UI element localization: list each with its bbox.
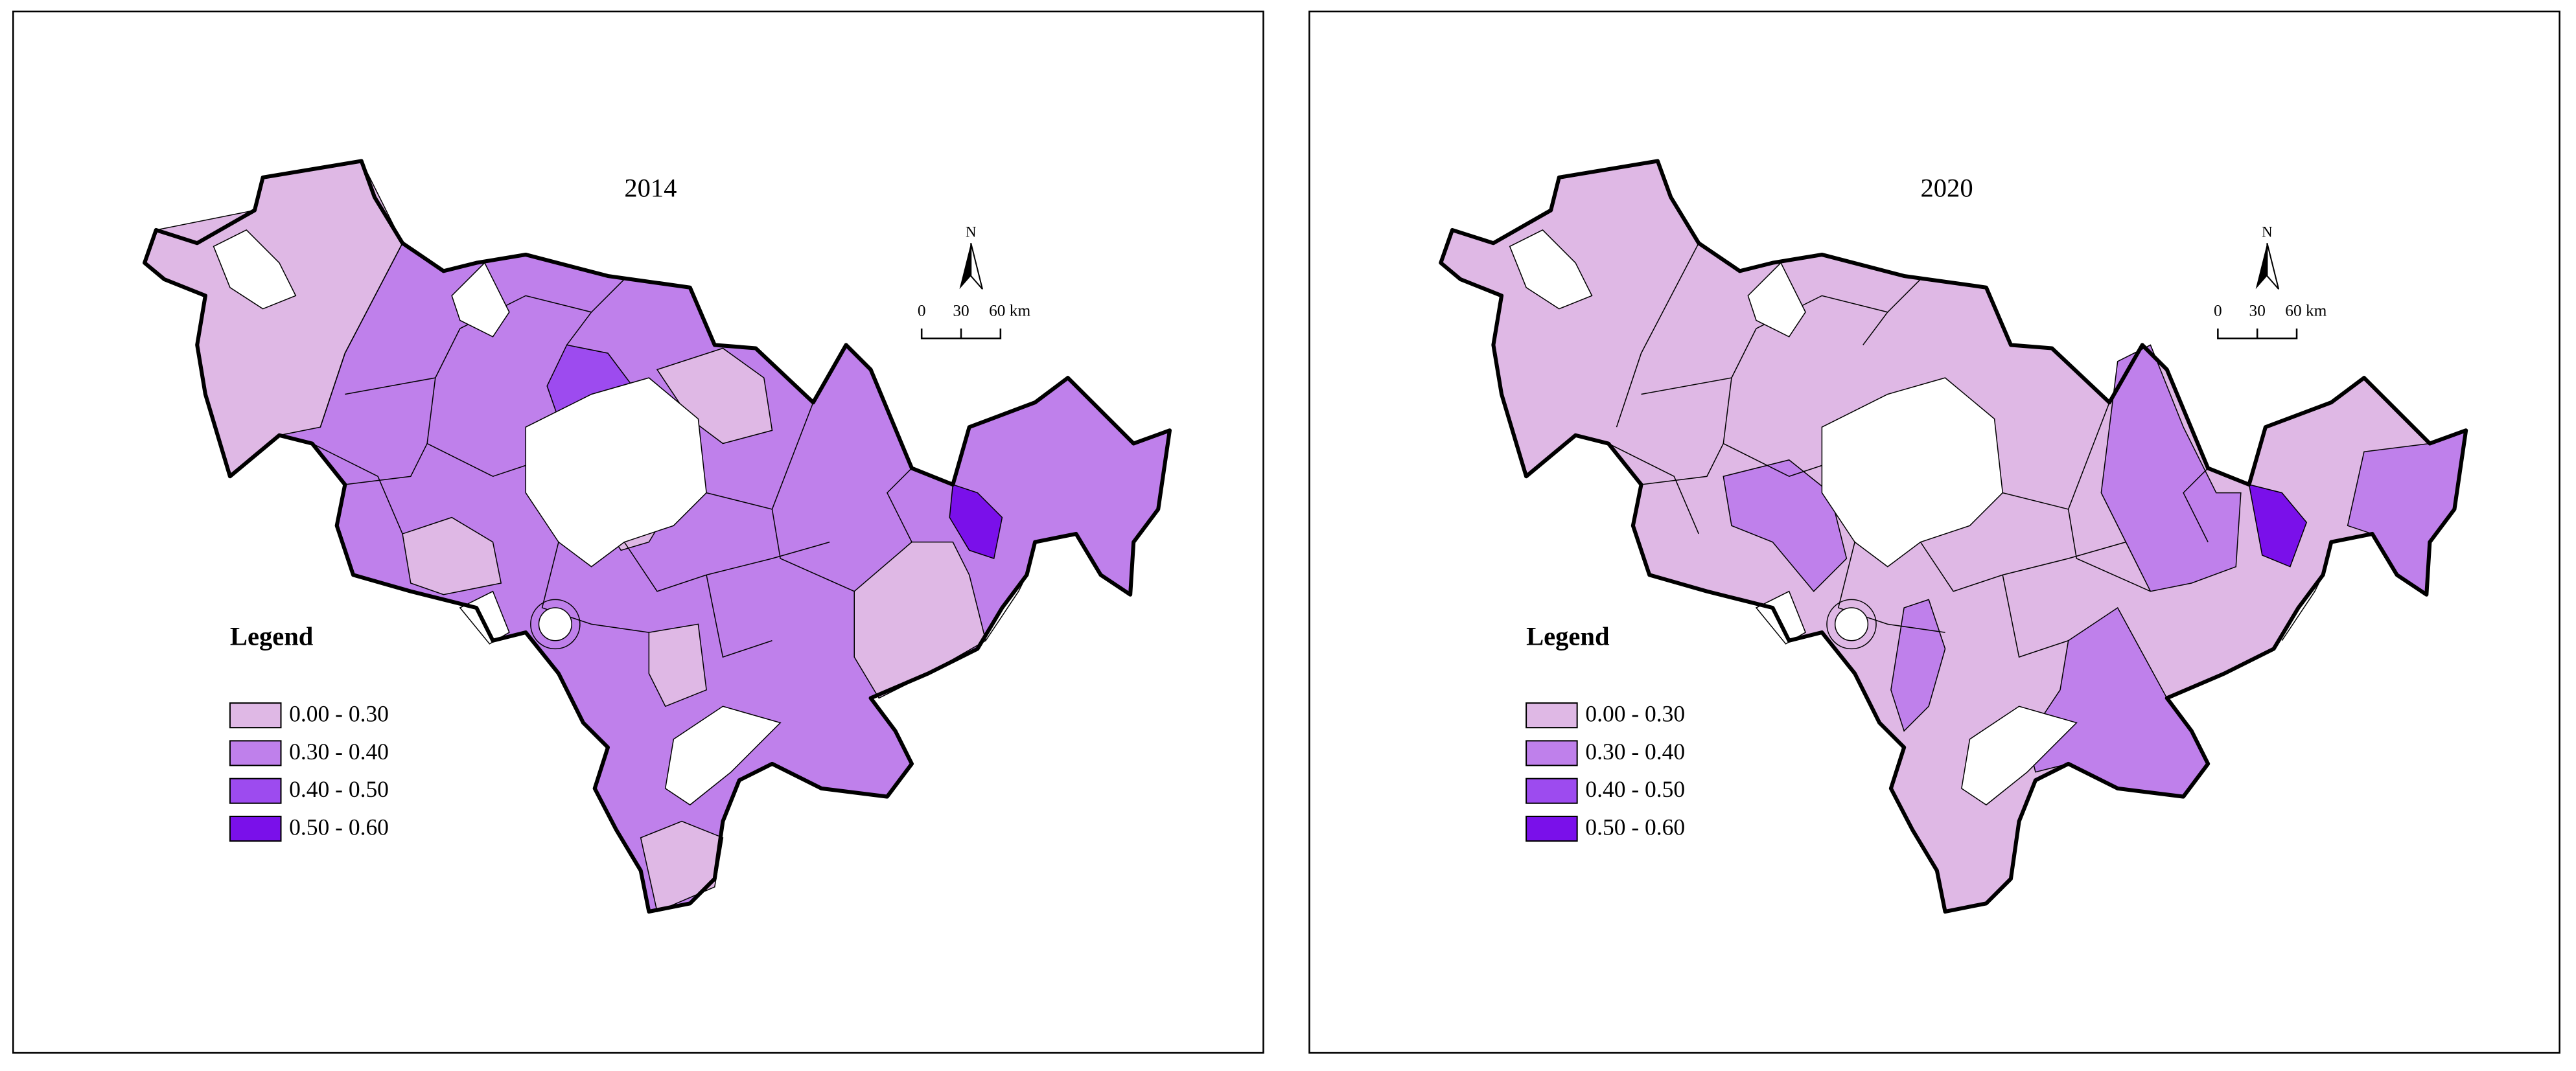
blank-area [1834,607,1869,641]
legend-label: 0.40 - 0.50 [1585,776,1685,802]
region-border [2002,575,2069,658]
region-border [1608,443,1699,535]
region-border [772,541,830,559]
scale-label: 0 [2214,302,2222,320]
legend-title: Legend [230,622,314,651]
region-border [1862,312,1888,345]
region-border [312,443,403,535]
region-border [1920,542,2069,592]
blank-area [459,590,510,645]
region [2100,344,2242,592]
legend-label: 0.00 - 0.30 [289,700,389,726]
blank-area [451,262,510,338]
region-border [706,575,772,658]
legend-swatch [1526,740,1578,766]
legend-swatch [229,702,282,729]
region-border [2183,468,2209,542]
map-title: 2020 [1921,173,1973,202]
region [402,516,502,595]
region-border [1616,242,1699,428]
scale-label: 30 [953,302,969,320]
legend-label: 0.50 - 0.60 [289,814,389,840]
province-outline [1439,159,2468,914]
blank-area [538,607,572,641]
region-border [887,468,912,542]
legend-label: 0.40 - 0.50 [289,776,389,802]
legend-label: 0.50 - 0.60 [1585,814,1685,840]
region [949,483,1003,559]
region-border [1641,328,1757,395]
region [1723,459,1848,592]
region-ring [530,599,581,650]
region-border [2067,509,2151,592]
map-panel: 2014 N 0 30 60 km Legend 0.00 - 0.30 0.30 - 0.4… [12,10,1264,1054]
region-base [145,161,1170,912]
scale-label: 60 km [989,302,1030,320]
blank-area [213,229,297,310]
region [2248,483,2308,568]
blank-area [1747,262,1806,338]
legend-label: 0.00 - 0.30 [1585,700,1685,726]
blank-area [1509,229,1593,310]
region-ring [1826,599,1877,650]
north-label: N [2262,224,2272,240]
legend-swatch [229,815,282,842]
map-panel: 2020 N 0 30 60 km Legend 0.00 - 0.30 0.30 - 0.4… [1308,10,2560,1054]
legend-swatch [229,777,282,804]
region-border [345,328,461,395]
north-arrow [959,243,971,290]
legend-swatch [1526,777,1578,804]
blank-area [525,377,707,568]
legend-swatch [229,740,282,766]
north-label: N [966,224,976,240]
region-border [1641,443,1724,485]
scale-label: 0 [918,302,926,320]
map-title: 2014 [624,173,677,202]
legend-label: 0.30 - 0.40 [289,739,389,765]
region-border [771,509,855,592]
region-base [1441,161,2466,912]
blank-area [1755,590,1806,645]
region-border [623,542,772,592]
scale-label: 60 km [2285,302,2327,320]
scale-label: 30 [2249,302,2266,320]
north-arrow [2266,243,2280,290]
legend-swatch [1526,815,1578,842]
legend-swatch [1526,702,1578,729]
north-arrow [2255,243,2268,290]
region [1890,599,1946,732]
blank-area [1821,377,2004,568]
region-border [319,242,403,428]
region-border [345,443,428,485]
legend-label: 0.30 - 0.40 [1585,739,1685,765]
north-arrow [970,243,983,290]
blank-area [664,706,782,806]
blank-area [1961,706,2078,806]
region-border [2068,541,2126,559]
region-border [566,312,592,345]
province-outline [143,159,1172,914]
legend-title: Legend [1526,622,1610,651]
region [648,623,707,708]
